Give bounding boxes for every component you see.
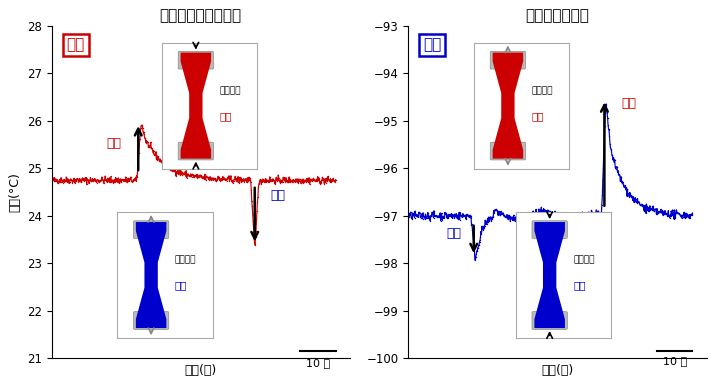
Y-axis label: 温度(°C): 温度(°C) [9,172,21,212]
Title: 通常の弾性熱量効果: 通常の弾性熱量効果 [159,8,242,23]
X-axis label: 時間(秒): 時間(秒) [184,364,217,377]
Text: 10 秒: 10 秒 [306,358,330,368]
Text: 吸熱: 吸熱 [270,189,285,202]
Text: 低温: 低温 [423,37,442,52]
Text: 発熱: 発熱 [107,137,122,150]
X-axis label: 時間(秒): 時間(秒) [541,364,573,377]
Text: 吸熱: 吸熱 [446,227,461,240]
Text: 発熱: 発熱 [621,97,636,110]
Text: 10 秒: 10 秒 [663,356,687,366]
Text: 室温: 室温 [66,37,85,52]
Title: 逆弾性熱量効果: 逆弾性熱量効果 [526,8,589,23]
